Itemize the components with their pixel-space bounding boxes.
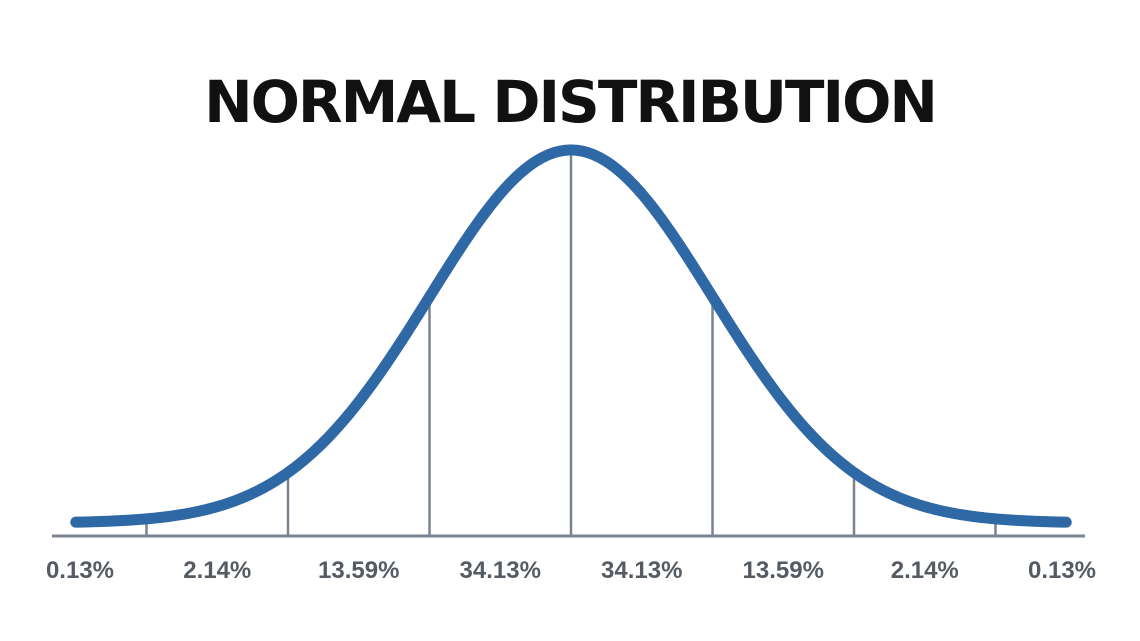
region-label: 2.14%: [891, 557, 959, 584]
chart-title: NORMAL DISTRIBUTION: [204, 68, 936, 136]
region-label: 0.13%: [1028, 557, 1096, 584]
region-label: 34.13%: [601, 557, 682, 584]
region-label: 0.13%: [46, 557, 114, 584]
region-label: 13.59%: [318, 557, 399, 584]
region-label: 13.59%: [743, 557, 824, 584]
distribution-curve: [70, 144, 1072, 528]
sigma-lines: [145, 154, 997, 536]
region-label: 2.14%: [183, 557, 251, 584]
region-labels: 0.13% 2.14% 13.59% 34.13% 34.13% 13.59% 2.14% 0…: [46, 557, 1096, 584]
region-label: 34.13%: [460, 557, 541, 584]
